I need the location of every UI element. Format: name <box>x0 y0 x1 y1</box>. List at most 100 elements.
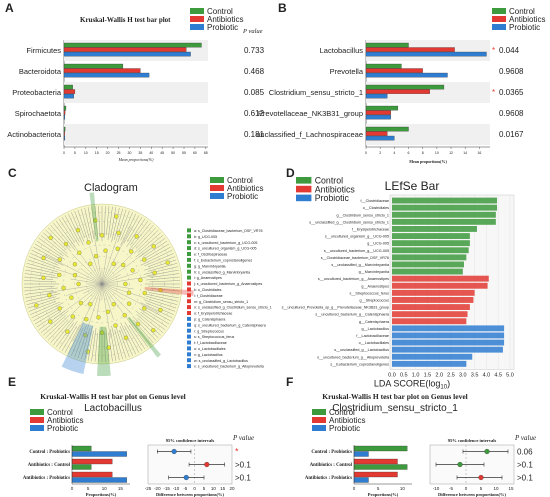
taxa-legend-swatch <box>187 299 191 304</box>
cladogram-node <box>41 255 46 261</box>
cladogram-branch <box>43 315 67 336</box>
panel-a-category-label: Actinobacteriota <box>7 130 62 139</box>
cladogram-branch <box>110 329 117 361</box>
cladogram-branch <box>128 222 151 251</box>
panel-d-x-tick-label: 0.0 <box>388 372 396 378</box>
cladogram-branch <box>127 216 143 242</box>
cladogram-inner-branch <box>80 268 103 285</box>
taxa-legend-swatch <box>187 281 191 286</box>
taxa-legend-swatch <box>187 252 191 256</box>
lefse-bar <box>392 304 470 310</box>
cladogram-level-ring <box>86 268 118 300</box>
cladogram-branch <box>124 325 140 353</box>
lefse-bar <box>392 360 467 367</box>
panel-a-category-label: Proteobacteria <box>12 88 62 97</box>
lefse-bar <box>392 254 467 261</box>
cladogram-branch <box>74 325 87 358</box>
cladogram-branch <box>136 314 161 336</box>
panel-a-category-label: Spirochaetota <box>15 109 62 118</box>
cladogram-inner-branch <box>101 237 118 285</box>
lefse-bar-label: s__Streptococcus_ferus <box>349 291 389 295</box>
taxa-legend-label: q: s_uncultured_bacterium_g_Catenisphaer… <box>194 323 266 327</box>
cladogram-branch <box>137 317 159 339</box>
panel-a-pvalue: 0.181 <box>244 130 265 139</box>
panel-a-bar <box>63 47 187 52</box>
cladogram-branch <box>50 318 72 343</box>
taxa-legend-label: p: g_Catenisphaera <box>194 318 225 322</box>
cladogram-branch <box>146 296 178 305</box>
cladogram-inner-branch <box>101 283 133 315</box>
panel-f-bar <box>353 458 398 465</box>
cladogram-node <box>138 277 143 283</box>
panel-e-ci-point <box>171 448 177 455</box>
cladogram-branch <box>110 207 117 238</box>
cladogram-branch <box>36 310 62 328</box>
panel-d-x-tick-label: 2.5 <box>447 372 455 378</box>
panel-b-bar <box>365 51 487 57</box>
legend-label-control: Control <box>509 7 535 16</box>
cladogram-branch <box>28 256 61 269</box>
panel-b-x-tick-label: 16 <box>477 151 481 155</box>
panel-a-x-tick-label: 10 <box>84 151 88 155</box>
panel-a-bar <box>63 93 74 99</box>
panel-a-x-tick-label: 25 <box>117 151 121 155</box>
legend-label-probiotic: Probiotic <box>207 23 238 32</box>
cladogram-node <box>152 270 157 275</box>
cladogram-branch <box>94 206 99 240</box>
cladogram-node <box>111 261 116 266</box>
panel-b-bar <box>365 110 391 115</box>
cladogram-node <box>69 295 74 300</box>
panel-a-pvalue: 0.612 <box>244 109 265 118</box>
lefse-bar-label: s__unclassified_g__Lactobacillus <box>334 348 389 352</box>
panel-f-ci-x-axis-label: Difference between proportions(%) <box>438 492 507 497</box>
panel-f-comparison-label: Antibiotics : Control <box>310 463 353 468</box>
panel-a-bar <box>63 110 66 115</box>
panel-f-title: Kruskal-Wallis H test bar plot on Genus … <box>322 392 468 401</box>
taxa-legend-swatch <box>187 358 191 363</box>
panel-e-ci-x-tick-label: 20 <box>229 486 235 491</box>
panel-e-ci-x-tick-label: -5 <box>183 486 187 491</box>
cladogram-branch <box>25 266 61 275</box>
panel-e-comparison-label: Antibiotics : Control <box>28 463 71 468</box>
cladogram-branch <box>26 296 57 305</box>
cladogram-node <box>158 288 163 293</box>
panel-e-ci-x-tick-label: -20 <box>154 486 161 491</box>
cladogram-branch <box>67 322 84 355</box>
lefse-bar-label: f__Lactobacillaceae <box>356 334 389 338</box>
cladogram-node <box>93 218 98 223</box>
panel-e-pvalue-header: P value <box>232 434 254 442</box>
panel-e-ci-point <box>183 474 189 481</box>
legend-label-control: Control <box>315 176 343 186</box>
cladogram-inner-branch <box>67 235 103 285</box>
cladogram-branch <box>31 249 64 266</box>
cladogram-inner-branch <box>44 254 103 285</box>
panel-e-ci-x-axis-label: Difference between proportions(%) <box>156 492 225 497</box>
panel-a-bar <box>63 135 66 141</box>
taxa-legend-swatch <box>187 352 191 357</box>
taxa-legend-swatch <box>187 316 191 321</box>
panel-a-bar <box>63 131 65 136</box>
panel-a-title: Kruskal-Wallis H test bar plot <box>80 16 171 24</box>
cladogram-node <box>130 268 135 273</box>
panel-f-ci-x-tick-label: 10 <box>493 486 499 491</box>
cladogram-branch <box>146 289 180 295</box>
panel-b-x-tick-label: 10 <box>435 151 439 155</box>
panel-e-pvalue: >0.1 <box>235 474 251 483</box>
cladogram-inner-branch <box>101 283 134 290</box>
cladogram-branch <box>38 238 64 257</box>
panel-b-category-label: Lactobacillus <box>320 46 364 55</box>
lefse-bar <box>392 197 498 204</box>
lefse-bar-label: g__Catenisphaera <box>359 320 390 324</box>
lefse-bar-label: g__Lactobacillus <box>362 327 390 331</box>
cladogram-branch <box>45 314 70 339</box>
cladogram-branch <box>142 240 168 258</box>
panel-b-pvalue: 0.0167 <box>499 130 524 139</box>
panel-e-bar <box>71 464 92 470</box>
panel-e-ci-x-tick-label: 15 <box>220 486 226 491</box>
panel-d-x-tick-label: 1.0 <box>412 372 420 378</box>
lefse-bar-label: s__uncultured_bacterium_g__Catenisphaera <box>315 313 390 317</box>
cladogram-branch <box>71 212 85 242</box>
cladogram-highlight-clade <box>61 322 94 375</box>
lefse-bar <box>392 268 463 275</box>
